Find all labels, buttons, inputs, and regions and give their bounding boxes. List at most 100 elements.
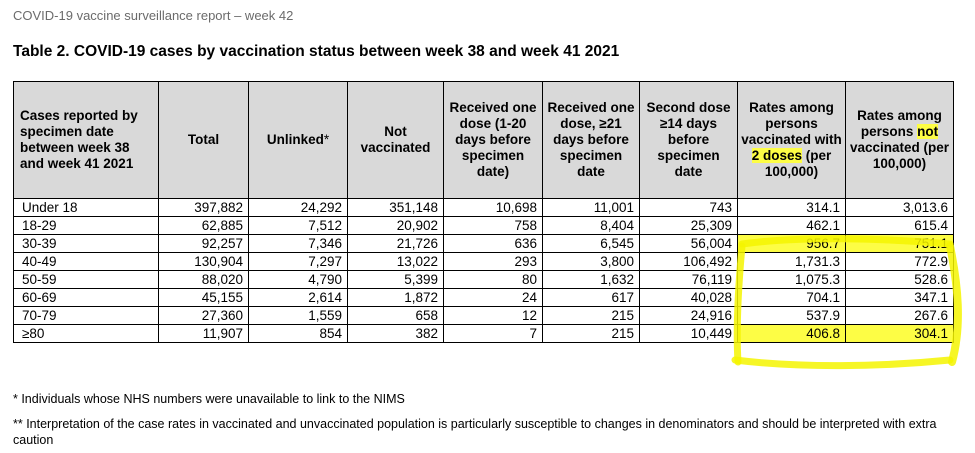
cell-one-dose-21: 617 <box>542 288 640 307</box>
cell-second-dose: 56,004 <box>639 234 738 253</box>
cell-not-vaccinated: 1,872 <box>347 288 444 307</box>
col-header-rates-vaccinated: Rates among persons vaccinated with 2 do… <box>737 81 846 199</box>
cell-not-vaccinated: 21,726 <box>347 234 444 253</box>
cell-age: Under 18 <box>13 198 159 217</box>
cell-unlinked: 854 <box>248 324 348 343</box>
rates-unvaccinated-post: vaccinated (per 100,000) <box>849 140 950 171</box>
highlight-scribble-bottom <box>731 356 954 370</box>
cell-not-vaccinated: 658 <box>347 306 444 325</box>
cell-not-vaccinated: 20,902 <box>347 216 444 235</box>
rates-unvaccinated-pre: Rates among persons <box>857 108 942 139</box>
cell-age: 30-39 <box>13 234 159 253</box>
cell-age: 70-79 <box>13 306 159 325</box>
cell-not-vaccinated: 382 <box>347 324 444 343</box>
cell-unlinked: 24,292 <box>248 198 348 217</box>
cell-age: 60-69 <box>13 288 159 307</box>
table-row: 18-29 62,885 7,512 20,902 758 8,404 25,309 462.… <box>13 216 954 235</box>
cell-one-dose-21: 215 <box>542 306 640 325</box>
cell-rate-vaccinated: 406.8 <box>737 324 846 343</box>
cell-total: 88,020 <box>158 270 249 289</box>
highlight-2-doses: 2 doses <box>751 148 802 163</box>
col-header-not-vaccinated: Not vaccinated <box>347 81 444 199</box>
cell-unlinked: 4,790 <box>248 270 348 289</box>
report-header: COVID-19 vaccine surveillance report – w… <box>13 8 294 23</box>
cell-unlinked: 7,512 <box>248 216 348 235</box>
cell-one-dose-1-20: 80 <box>443 270 543 289</box>
table-row: ≥80 11,907 854 382 7 215 10,449 406.8 304.1 <box>13 324 954 343</box>
cell-one-dose-21: 1,632 <box>542 270 640 289</box>
col-header-unlinked: Unlinked* <box>248 81 348 199</box>
rates-vaccinated-post: (per 100,000) <box>764 148 832 179</box>
cell-rate-vaccinated: 1,731.3 <box>737 252 846 271</box>
footnote-interpretation: ** Interpretation of the case rates in v… <box>13 417 937 447</box>
cell-second-dose: 40,028 <box>639 288 738 307</box>
cell-one-dose-1-20: 758 <box>443 216 543 235</box>
cell-not-vaccinated: 351,148 <box>347 198 444 217</box>
cell-rate-vaccinated: 462.1 <box>737 216 846 235</box>
table-row: Under 18 397,882 24,292 351,148 10,698 11,001… <box>13 198 954 217</box>
cell-second-dose: 10,449 <box>639 324 738 343</box>
cell-one-dose-1-20: 7 <box>443 324 543 343</box>
cell-unlinked: 2,614 <box>248 288 348 307</box>
table-header-row: Cases reported by specimen date between … <box>13 81 954 199</box>
cell-total: 45,155 <box>158 288 249 307</box>
cell-rate-vaccinated: 537.9 <box>737 306 846 325</box>
cell-one-dose-21: 11,001 <box>542 198 640 217</box>
cell-total: 130,904 <box>158 252 249 271</box>
cell-rate-unvaccinated: 304.1 <box>845 324 954 343</box>
col-header-one-dose-1-20: Received one dose (1-20 days before spec… <box>443 81 543 199</box>
cell-rate-vaccinated: 956.7 <box>737 234 846 253</box>
cell-rate-unvaccinated: 3,013.6 <box>845 198 954 217</box>
table-row: 70-79 27,360 1,559 658 12 215 24,916 537.9 267.6 <box>13 306 954 325</box>
highlight-not: not <box>917 124 939 139</box>
cell-rate-unvaccinated: 267.6 <box>845 306 954 325</box>
cell-one-dose-21: 215 <box>542 324 640 343</box>
cell-one-dose-1-20: 24 <box>443 288 543 307</box>
cell-rate-unvaccinated: 615.4 <box>845 216 954 235</box>
col-header-second-dose: Second dose ≥14 days before specimen dat… <box>639 81 738 199</box>
cell-second-dose: 24,916 <box>639 306 738 325</box>
cell-total: 62,885 <box>158 216 249 235</box>
vaccination-status-table: Cases reported by specimen date between … <box>13 81 954 343</box>
cell-not-vaccinated: 13,022 <box>347 252 444 271</box>
col-header-total: Total <box>158 81 249 199</box>
cell-second-dose: 76,119 <box>639 270 738 289</box>
footnote-unlinked: * Individuals whose NHS numbers were una… <box>13 392 405 406</box>
cell-total: 397,882 <box>158 198 249 217</box>
cell-rate-unvaccinated: 751.1 <box>845 234 954 253</box>
cell-one-dose-1-20: 10,698 <box>443 198 543 217</box>
col-header-one-dose-21: Received one dose, ≥21 days before speci… <box>542 81 640 199</box>
col-header-rates-unvaccinated: Rates among persons not vaccinated (per … <box>845 81 954 199</box>
cell-one-dose-1-20: 293 <box>443 252 543 271</box>
col-header-age: Cases reported by specimen date between … <box>13 81 159 199</box>
table-row: 40-49 130,904 7,297 13,022 293 3,800 106,492 1,… <box>13 252 954 271</box>
table-row: 50-59 88,020 4,790 5,399 80 1,632 76,119 1,075.… <box>13 270 954 289</box>
footnote-marker: * <box>323 132 330 147</box>
cell-total: 92,257 <box>158 234 249 253</box>
cell-unlinked: 1,559 <box>248 306 348 325</box>
cell-age: ≥80 <box>13 324 159 343</box>
cell-total: 11,907 <box>158 324 249 343</box>
table-row: 60-69 45,155 2,614 1,872 24 617 40,028 704.1 347… <box>13 288 954 307</box>
cell-rate-unvaccinated: 347.1 <box>845 288 954 307</box>
cell-unlinked: 7,297 <box>248 252 348 271</box>
cell-one-dose-1-20: 12 <box>443 306 543 325</box>
cell-rate-unvaccinated: 772.9 <box>845 252 954 271</box>
col-header-unlinked-text: Unlinked <box>266 132 324 147</box>
cell-second-dose: 25,309 <box>639 216 738 235</box>
rates-vaccinated-pre: Rates among persons vaccinated with <box>741 100 842 147</box>
cell-rate-vaccinated: 704.1 <box>737 288 846 307</box>
table-title: Table 2. COVID-19 cases by vaccination s… <box>13 43 620 60</box>
cell-unlinked: 7,346 <box>248 234 348 253</box>
cell-age: 18-29 <box>13 216 159 235</box>
cell-second-dose: 106,492 <box>639 252 738 271</box>
cell-rate-unvaccinated: 528.6 <box>845 270 954 289</box>
cell-one-dose-21: 8,404 <box>542 216 640 235</box>
cell-one-dose-21: 6,545 <box>542 234 640 253</box>
cell-second-dose: 743 <box>639 198 738 217</box>
cell-not-vaccinated: 5,399 <box>347 270 444 289</box>
cell-rate-vaccinated: 314.1 <box>737 198 846 217</box>
cell-age: 50-59 <box>13 270 159 289</box>
table-row: 30-39 92,257 7,346 21,726 636 6,545 56,004 956.… <box>13 234 954 253</box>
cell-age: 40-49 <box>13 252 159 271</box>
